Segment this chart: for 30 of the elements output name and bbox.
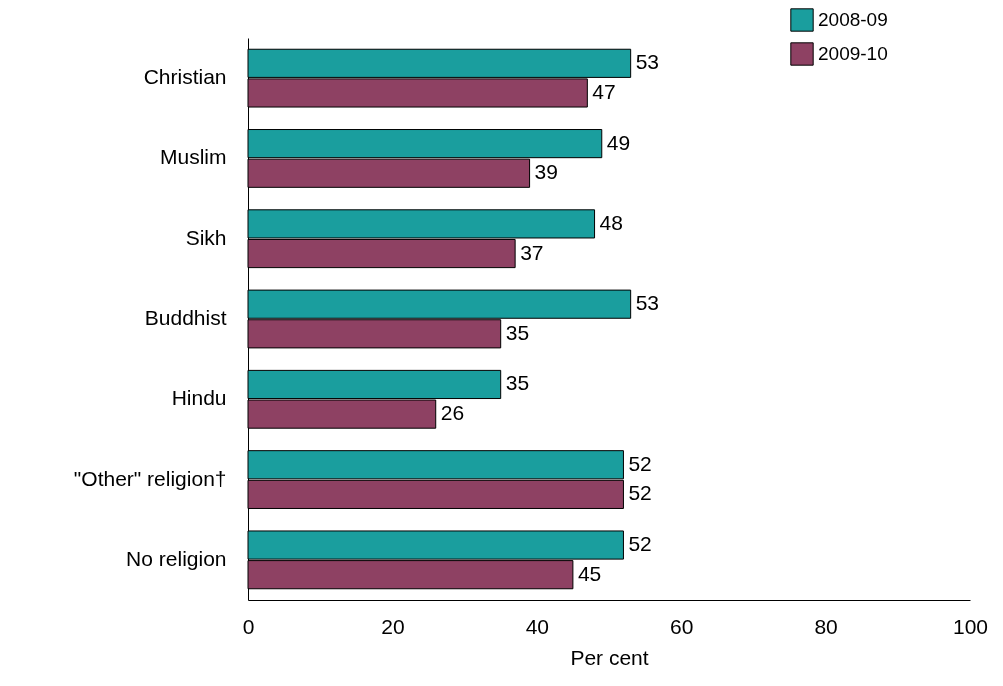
legend-label: 2008-09	[818, 9, 888, 30]
data-label: 52	[628, 451, 652, 475]
data-label: 35	[505, 320, 530, 344]
y-tick-label: Sikh	[185, 225, 227, 249]
data-label: 26	[440, 401, 465, 425]
legend-label: 2009-10	[818, 43, 888, 64]
y-tick-label: No religion	[126, 546, 227, 570]
y-tick-label: "Other" religion†	[73, 466, 227, 490]
data-label: 47	[592, 79, 616, 103]
x-tick-label: 20	[381, 614, 405, 638]
data-label: 53	[635, 50, 660, 74]
data-label: 48	[599, 210, 623, 234]
data-label: 53	[635, 291, 660, 315]
data-label: 52	[628, 481, 652, 505]
x-tick-label: 40	[525, 614, 549, 638]
x-tick-label: 100	[952, 614, 989, 638]
x-tick-label: 60	[670, 614, 694, 638]
y-tick-label: Muslim	[160, 145, 227, 169]
data-label: 45	[577, 561, 602, 585]
x-tick-label: 80	[814, 614, 838, 638]
data-label: 49	[606, 130, 631, 154]
data-label: 37	[520, 240, 544, 264]
x-axis-title: Per cent	[570, 645, 649, 669]
data-label: 39	[534, 160, 558, 184]
y-tick-label: Hindu	[171, 386, 227, 410]
y-tick-label: Christian	[143, 65, 227, 89]
data-label: 35	[505, 371, 530, 395]
data-label: 52	[628, 532, 652, 556]
y-tick-label: Buddhist	[144, 306, 227, 329]
x-tick-label: 0	[242, 614, 255, 638]
